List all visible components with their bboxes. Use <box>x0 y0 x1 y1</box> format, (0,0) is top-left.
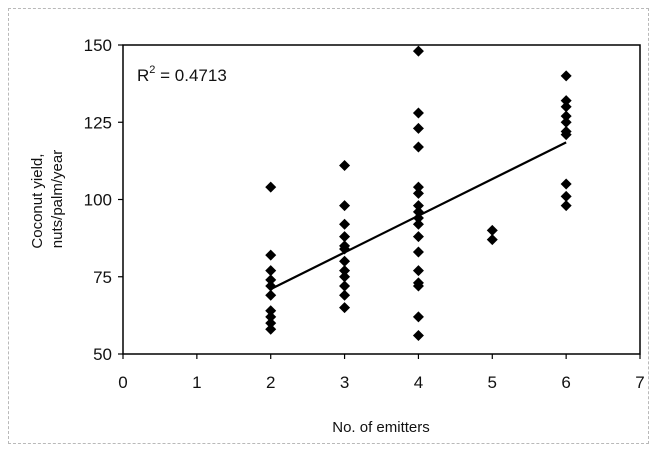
x-axis-title: No. of emitters <box>332 419 430 436</box>
data-point <box>560 110 572 122</box>
y-axis-title: Coconut yield, nuts/palm/year <box>29 149 66 248</box>
data-point <box>412 231 424 243</box>
data-point <box>265 265 277 277</box>
y-tick-label: 50 <box>93 345 112 364</box>
trendline <box>270 141 567 291</box>
plot-area <box>122 44 641 355</box>
data-point <box>339 218 351 230</box>
data-point <box>265 317 277 329</box>
data-point <box>560 101 572 113</box>
data-point <box>339 289 351 301</box>
data-point <box>265 289 277 301</box>
data-points <box>265 45 572 341</box>
data-point <box>412 280 424 292</box>
data-point <box>486 234 498 246</box>
data-point <box>560 200 572 212</box>
data-point <box>339 302 351 314</box>
data-point <box>339 255 351 267</box>
data-point <box>560 190 572 202</box>
data-point <box>412 311 424 323</box>
data-point <box>412 218 424 230</box>
r-squared-value: = 0.4713 <box>155 66 226 85</box>
y-axis-title-line-1: Coconut yield, <box>29 154 46 249</box>
data-point <box>412 181 424 193</box>
x-tick-label: 7 <box>635 373 644 392</box>
data-point <box>560 116 572 128</box>
r-squared-annotation: R2 = 0.4713 <box>137 64 227 85</box>
data-point <box>412 45 424 57</box>
y-tick-label: 75 <box>93 268 112 287</box>
data-point <box>339 271 351 283</box>
x-tick-label: 4 <box>414 373 423 392</box>
data-point <box>339 231 351 243</box>
data-point <box>486 224 498 236</box>
y-axis: 50 75 100 125 150 <box>84 36 123 364</box>
data-point <box>265 323 277 335</box>
data-point <box>339 280 351 292</box>
data-point <box>560 95 572 107</box>
data-point <box>339 265 351 277</box>
x-tick-label: 6 <box>561 373 570 392</box>
x-tick-label: 2 <box>266 373 275 392</box>
data-point <box>412 187 424 199</box>
x-tick-label: 0 <box>118 373 127 392</box>
y-tick-label: 125 <box>84 113 112 132</box>
r-squared-superscript: 2 <box>149 64 155 76</box>
data-point <box>412 329 424 341</box>
data-point <box>412 200 424 212</box>
r-squared-base: R <box>137 66 149 85</box>
data-point <box>265 305 277 317</box>
y-tick-label: 100 <box>84 191 112 210</box>
data-point <box>265 249 277 261</box>
data-point <box>560 129 572 141</box>
data-point <box>412 122 424 134</box>
x-tick-label: 3 <box>340 373 349 392</box>
data-point <box>560 178 572 190</box>
data-point <box>339 160 351 172</box>
x-axis: 0 1 2 3 4 5 6 7 <box>118 354 645 392</box>
y-tick-label: 150 <box>84 36 112 55</box>
x-tick-label: 5 <box>488 373 497 392</box>
data-point <box>560 70 572 82</box>
data-point <box>412 265 424 277</box>
data-point <box>265 311 277 323</box>
data-point <box>265 274 277 286</box>
data-point <box>412 107 424 119</box>
data-point <box>265 181 277 193</box>
x-tick-label: 1 <box>192 373 201 392</box>
data-point <box>412 246 424 258</box>
chart-border <box>8 8 649 444</box>
data-point <box>339 200 351 212</box>
data-point <box>412 141 424 153</box>
y-axis-title-line-2: nuts/palm/year <box>49 150 66 248</box>
